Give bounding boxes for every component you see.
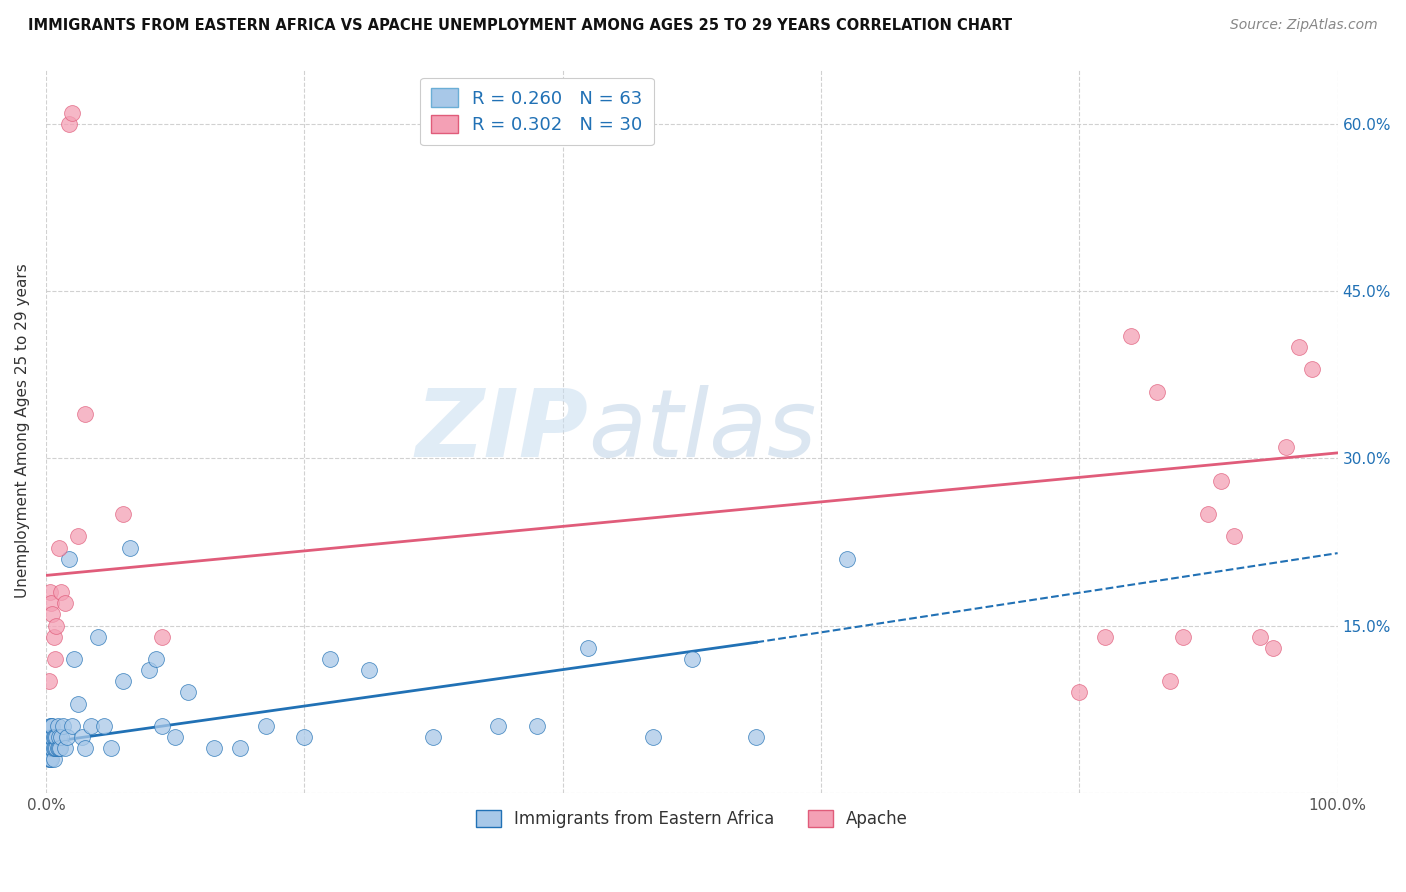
Point (67, 529, 90, 543)
Point (93, 719, 115, 733)
Point (745, 730, 768, 744)
Point (641, 730, 664, 744)
Point (1159, 674, 1181, 689)
Point (44, 730, 66, 744)
Point (44, 652, 66, 666)
Point (1261, 640, 1284, 655)
Point (1301, 362, 1323, 376)
Text: atlas: atlas (589, 385, 817, 476)
Point (49, 741, 72, 756)
Point (55, 730, 77, 744)
Point (38, 730, 60, 744)
Point (45, 741, 67, 756)
Point (1171, 630, 1194, 644)
Legend: Immigrants from Eastern Africa, Apache: Immigrants from Eastern Africa, Apache (470, 804, 914, 835)
Point (70, 730, 93, 744)
Point (1275, 440, 1298, 454)
Point (37, 730, 59, 744)
Point (39, 741, 62, 756)
Point (38, 741, 60, 756)
Point (58, 551, 80, 566)
Point (53, 596, 76, 610)
Point (45, 730, 67, 744)
Point (145, 652, 167, 666)
Point (63, 652, 86, 666)
Point (41, 741, 63, 756)
Point (38, 752, 60, 766)
Point (38, 752, 60, 766)
Point (1146, 384, 1168, 399)
Point (254, 719, 277, 733)
Point (1249, 630, 1271, 644)
Text: ZIP: ZIP (416, 384, 589, 476)
Point (165, 730, 187, 744)
Point (41, 730, 63, 744)
Point (46, 741, 69, 756)
Point (357, 663, 380, 677)
Text: Source: ZipAtlas.com: Source: ZipAtlas.com (1230, 18, 1378, 32)
Point (202, 741, 225, 756)
Point (41, 607, 63, 622)
Point (86, 630, 108, 644)
Point (1288, 340, 1310, 354)
Point (37, 741, 59, 756)
Point (1223, 529, 1246, 543)
Point (319, 652, 342, 666)
Point (526, 719, 548, 733)
Point (150, 719, 173, 733)
Point (1198, 507, 1220, 521)
Point (486, 719, 509, 733)
Point (1094, 630, 1116, 644)
Text: IMMIGRANTS FROM EASTERN AFRICA VS APACHE UNEMPLOYMENT AMONG AGES 25 TO 29 YEARS : IMMIGRANTS FROM EASTERN AFRICA VS APACHE… (28, 18, 1012, 33)
Point (53, 741, 76, 756)
Point (112, 674, 135, 689)
Point (42, 730, 65, 744)
Point (38, 741, 60, 756)
Point (44, 741, 66, 756)
Point (48, 541, 70, 555)
Point (42, 741, 65, 756)
Point (41, 719, 63, 733)
Point (39, 730, 62, 744)
Point (42, 630, 65, 644)
Point (177, 685, 200, 699)
Point (112, 507, 135, 521)
Point (578, 640, 600, 655)
Point (51, 585, 73, 599)
Point (681, 652, 703, 666)
Point (46, 719, 69, 733)
Point (73, 407, 96, 421)
Point (73, 741, 96, 756)
Point (38, 730, 60, 744)
Point (39, 596, 62, 610)
Point (835, 551, 858, 566)
Point (138, 663, 160, 677)
Point (118, 541, 141, 555)
Point (45, 618, 67, 632)
Point (60, 719, 83, 733)
Point (80, 719, 103, 733)
Point (422, 730, 444, 744)
Point (38, 719, 60, 733)
Point (60, 106, 83, 120)
Point (51, 730, 73, 744)
Point (228, 741, 250, 756)
Point (52, 719, 75, 733)
Point (42, 752, 65, 766)
Point (150, 630, 173, 644)
Point (48, 730, 70, 744)
Point (292, 730, 315, 744)
Y-axis label: Unemployment Among Ages 25 to 29 years: Unemployment Among Ages 25 to 29 years (15, 263, 30, 598)
Point (48, 741, 70, 756)
Point (1119, 329, 1142, 343)
Point (67, 697, 90, 711)
Point (38, 585, 60, 599)
Point (1069, 685, 1091, 699)
Point (100, 741, 122, 756)
Point (39, 752, 62, 766)
Point (38, 674, 60, 689)
Point (39, 719, 62, 733)
Point (1211, 474, 1233, 488)
Point (58, 117, 80, 131)
